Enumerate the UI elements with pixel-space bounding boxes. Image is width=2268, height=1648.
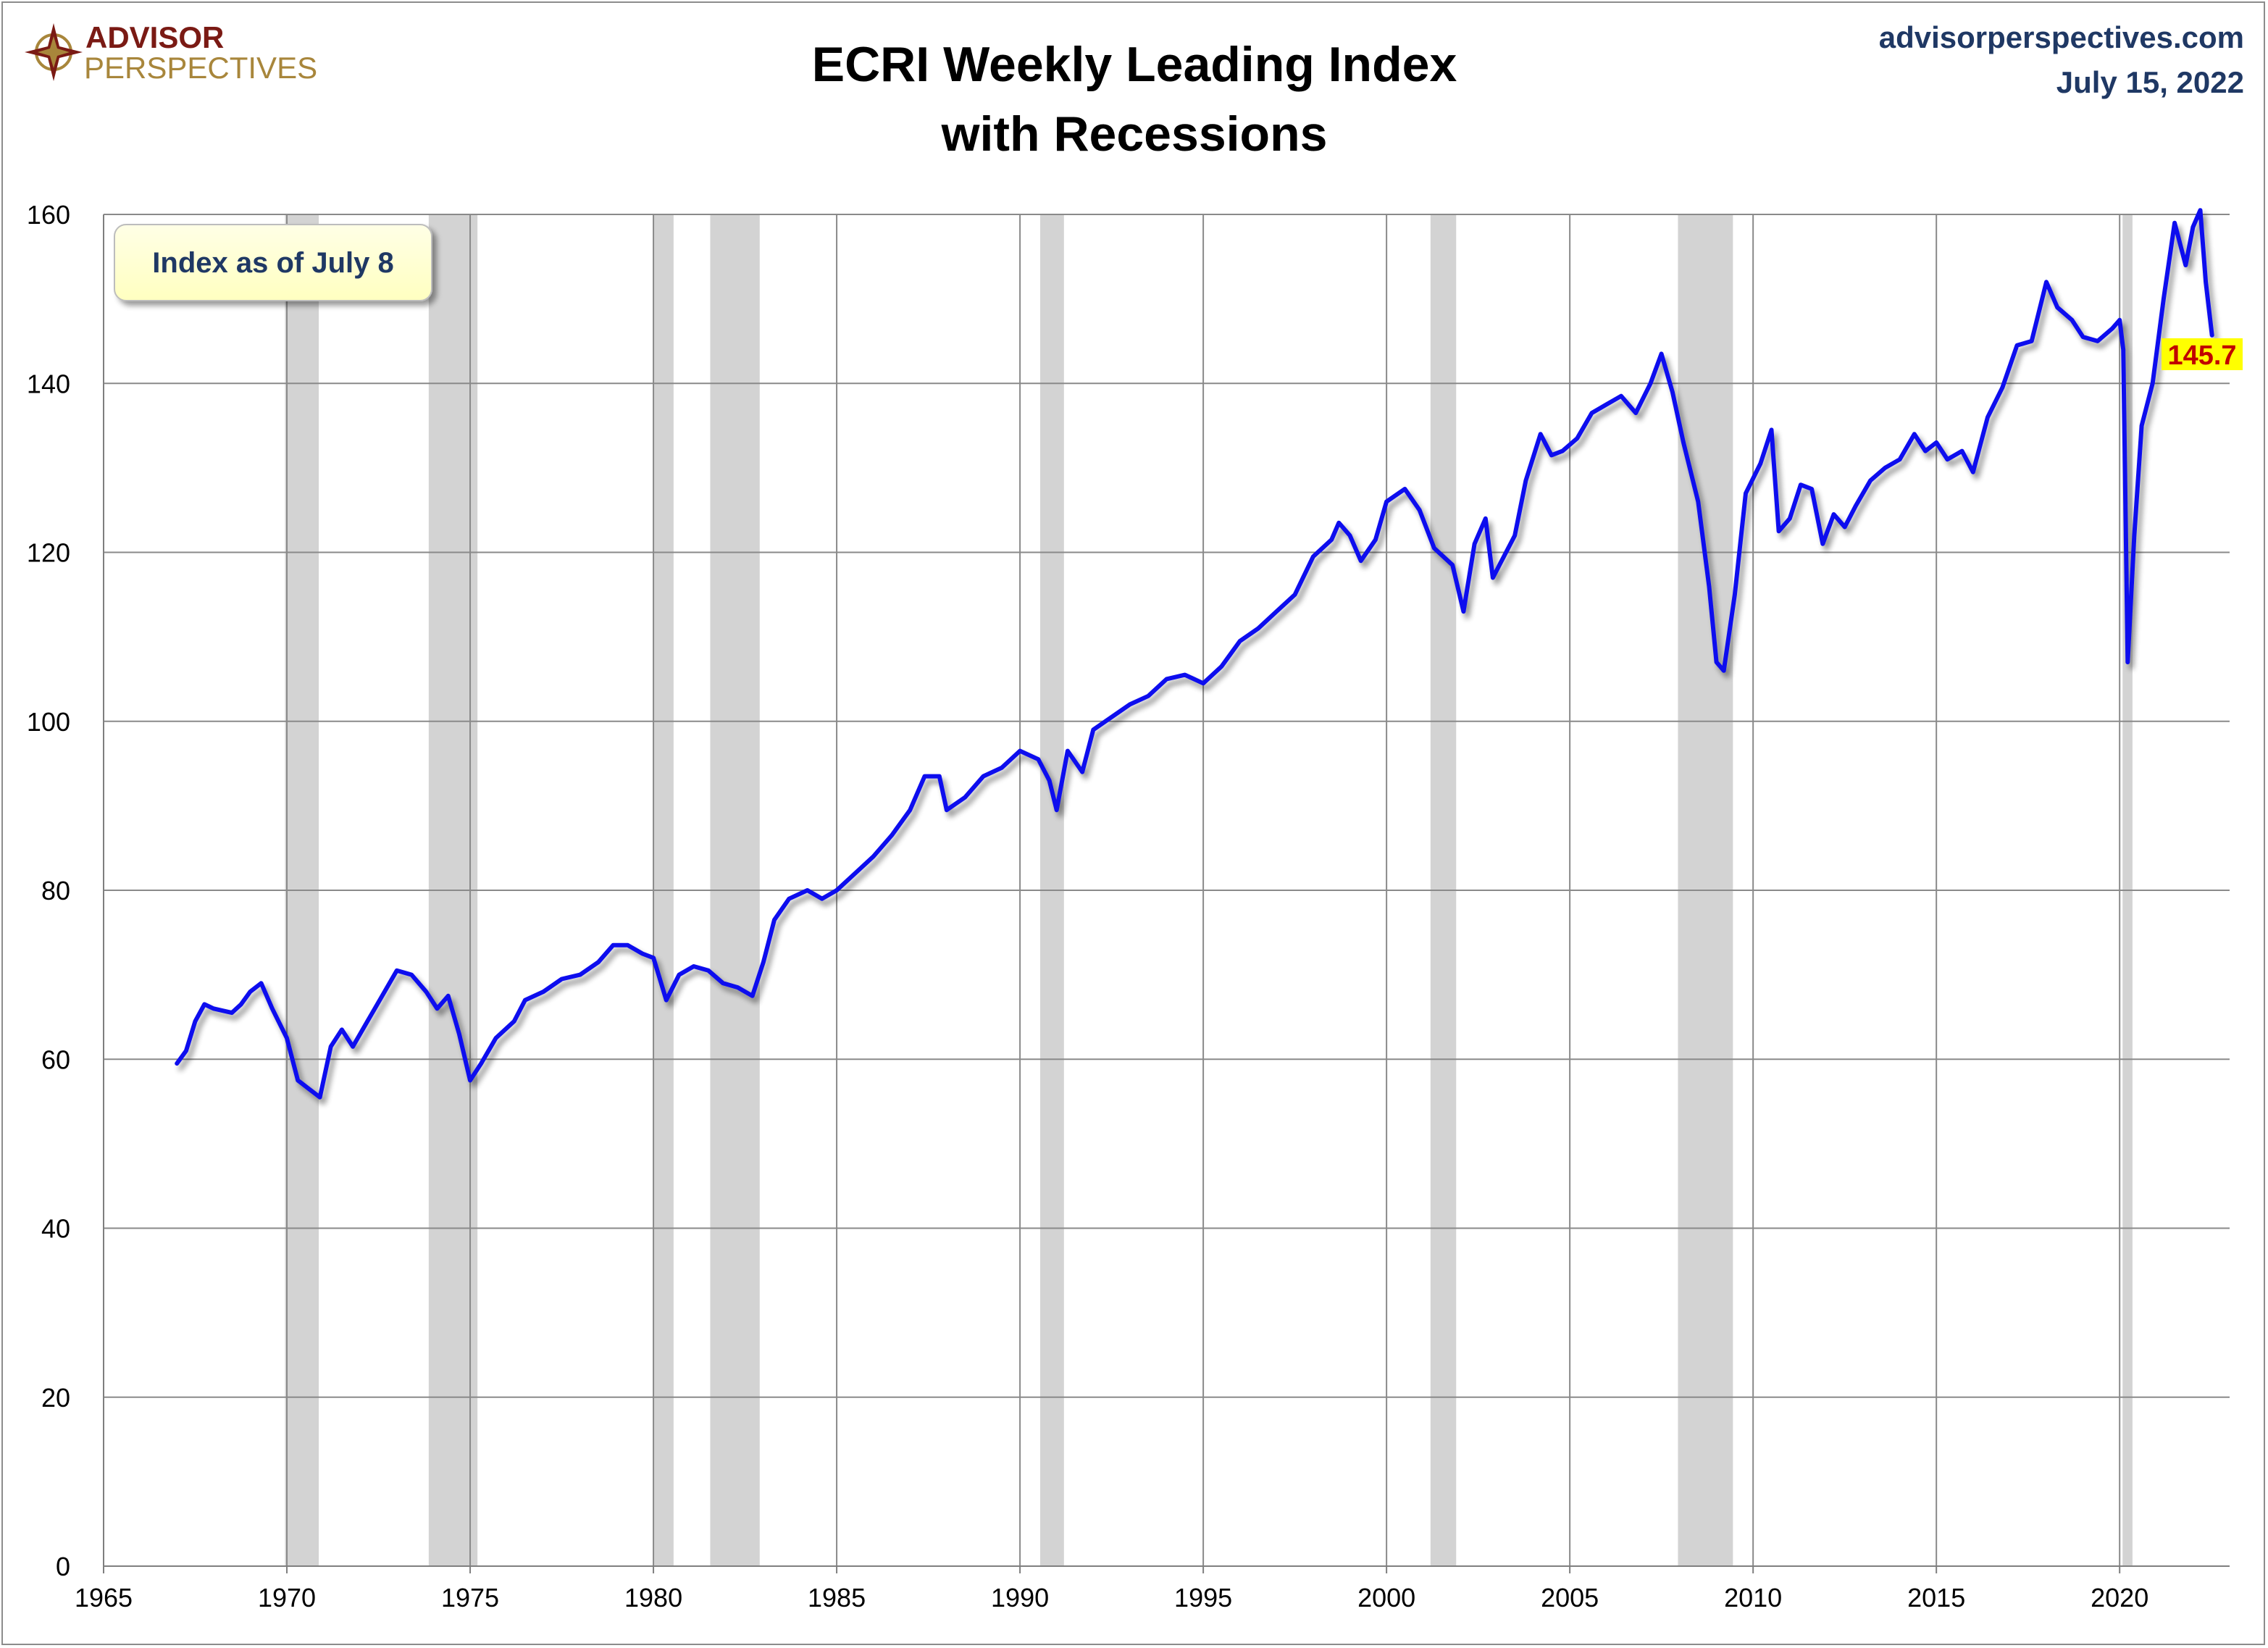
series-layer — [175, 208, 2214, 1100]
x-tick-label: 1990 — [991, 1583, 1049, 1613]
x-tick-label: 1975 — [441, 1583, 499, 1613]
latest-value-highlight — [2162, 338, 2243, 370]
y-tick-labels: 0 20 40 60 80 100 120 140 160 — [27, 200, 70, 1581]
index-date-callout — [114, 224, 432, 301]
x-tick-label: 2005 — [1541, 1583, 1599, 1613]
x-tick-label: 2015 — [1907, 1583, 1965, 1613]
callout-box — [114, 224, 432, 301]
x-tick-label: 1980 — [624, 1583, 682, 1613]
latest-value-label: 145.7 — [2167, 340, 2236, 371]
y-tick-label: 40 — [41, 1214, 70, 1244]
x-tick-label: 2010 — [1724, 1583, 1782, 1613]
advisor-perspectives-logo: ADVISOR PERSPECTIVES — [25, 20, 317, 85]
x-tick-labels: 1965 1970 1975 1980 1985 1990 1995 2000 2005 2010… — [75, 1583, 2148, 1613]
site-url: advisorperspectives.com — [1879, 20, 2244, 54]
chart-title: ECRI Weekly Leading Index — [812, 37, 1457, 92]
publish-date: July 15, 2022 — [2056, 65, 2244, 99]
y-tick-label: 20 — [41, 1383, 70, 1413]
gridlines — [104, 214, 2230, 1566]
y-tick-label: 100 — [27, 707, 70, 737]
x-tick-label: 2020 — [2091, 1583, 2148, 1613]
logo-line1: ADVISOR — [85, 20, 224, 54]
axes — [103, 214, 2230, 1573]
x-tick-label: 1985 — [808, 1583, 866, 1613]
y-tick-label: 160 — [27, 200, 70, 230]
compass-rose-icon — [25, 23, 83, 81]
y-tick-label: 140 — [27, 369, 70, 398]
chart-subtitle: with Recessions — [941, 106, 1328, 162]
x-tick-label: 1965 — [75, 1583, 133, 1613]
x-tick-label: 1970 — [258, 1583, 316, 1613]
y-tick-label: 60 — [41, 1045, 70, 1074]
x-tick-label: 1995 — [1174, 1583, 1232, 1613]
x-tick-label: 2000 — [1357, 1583, 1415, 1613]
y-tick-label: 120 — [27, 538, 70, 568]
logo-line2: PERSPECTIVES — [84, 51, 317, 85]
callout-text: Index as of July 8 — [152, 247, 393, 279]
y-tick-label: 80 — [41, 876, 70, 905]
y-tick-label: 0 — [56, 1552, 70, 1581]
series-line-1 — [175, 208, 2214, 1100]
